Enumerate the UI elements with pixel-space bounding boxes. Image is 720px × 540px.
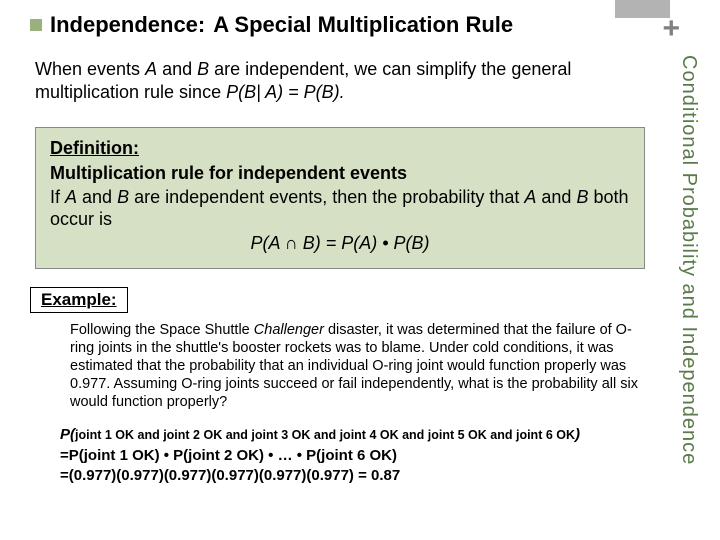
intro-formula: P(B| A) = P(B).	[226, 82, 345, 102]
slide-content: Independence: A Special Multiplication R…	[0, 0, 720, 498]
calc-line-1: P(joint 1 OK and joint 2 OK and joint 3 …	[60, 425, 650, 445]
plus-decoration: +	[662, 12, 680, 46]
definition-subheading: Multiplication rule for independent even…	[50, 163, 630, 184]
calc-line-3: =(0.977)(0.977)(0.977)(0.977)(0.977)(0.9…	[60, 466, 650, 486]
def-B1: B	[117, 187, 129, 207]
def-t3: are independent events, then the probabi…	[129, 187, 524, 207]
calc-joints-list: joint 1 OK and joint 2 OK and joint 3 OK…	[75, 428, 575, 442]
chapter-side-label: Conditional Probability and Independence	[677, 55, 700, 465]
def-A1: A	[65, 187, 77, 207]
example-label: Example:	[30, 287, 128, 313]
definition-formula: P(A ∩ B) = P(A) • P(B)	[50, 233, 630, 254]
example-section: Example: Following the Space Shuttle Cha…	[30, 287, 650, 486]
def-A2: A	[524, 187, 536, 207]
definition-heading: Definition:	[50, 138, 630, 159]
title-bullet-icon	[30, 19, 42, 31]
calc-P-open: P(	[60, 426, 75, 443]
def-t4: and	[536, 187, 576, 207]
intro-paragraph: When events A and B are independent, we …	[30, 58, 650, 105]
calculation-block: P(joint 1 OK and joint 2 OK and joint 3 …	[30, 425, 650, 486]
def-t2: and	[77, 187, 117, 207]
def-B2: B	[576, 187, 588, 207]
intro-text-1: When events	[35, 59, 145, 79]
definition-box: Definition: Multiplication rule for inde…	[35, 127, 645, 269]
calc-line-2: =P(joint 1 OK) • P(joint 2 OK) • … • P(j…	[60, 446, 650, 466]
definition-body: If A and B are independent events, then …	[50, 186, 630, 231]
title-lead: Independence:	[50, 12, 205, 38]
example-body: Following the Space Shuttle Challenger d…	[30, 321, 650, 412]
title-rest: A Special Multiplication Rule	[213, 12, 513, 38]
challenger-italic: Challenger	[254, 322, 324, 338]
def-t1: If	[50, 187, 65, 207]
title-row: Independence: A Special Multiplication R…	[30, 12, 650, 38]
calc-P-close: )	[575, 426, 580, 443]
intro-B: B	[197, 59, 209, 79]
intro-A: A	[145, 59, 157, 79]
intro-text-2: and	[157, 59, 197, 79]
